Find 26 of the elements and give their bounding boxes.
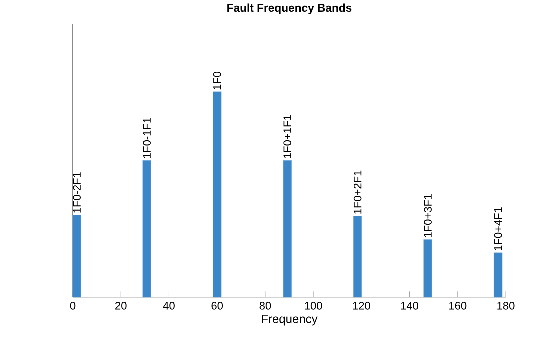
bar — [142, 160, 152, 298]
bar — [353, 216, 362, 298]
x-tick-label: 60 — [212, 302, 224, 310]
annotation: 1F0+4F1 — [494, 208, 502, 251]
bar — [212, 92, 222, 298]
chart-title: Fault Frequency Bands — [228, 4, 352, 14]
annotation: 1F0 — [213, 72, 222, 90]
x-tick-label: 40 — [163, 302, 175, 310]
x-axis-title: Frequency — [262, 314, 318, 326]
x-tick-label: 180 — [498, 302, 515, 310]
x-tick-label: 100 — [305, 302, 322, 310]
x-tick-label: 160 — [450, 302, 467, 310]
annotation: 1F0+1F1 — [284, 115, 292, 158]
annotation: 1F0-2F1 — [73, 172, 81, 213]
x-tick-label: 0 — [70, 302, 76, 310]
bar — [283, 160, 292, 298]
annotation: 1F0-1F1 — [143, 118, 151, 158]
x-tick-label: 20 — [116, 302, 127, 310]
x-tick-label: 140 — [401, 302, 419, 310]
annotation: 1F0+3F1 — [424, 194, 432, 238]
bar — [494, 252, 503, 298]
bar — [72, 214, 82, 298]
x-tick-label: 120 — [353, 302, 370, 310]
x-tick-label: 80 — [260, 302, 272, 310]
annotation: 1F0+2F1 — [354, 170, 362, 214]
bar — [424, 240, 432, 298]
